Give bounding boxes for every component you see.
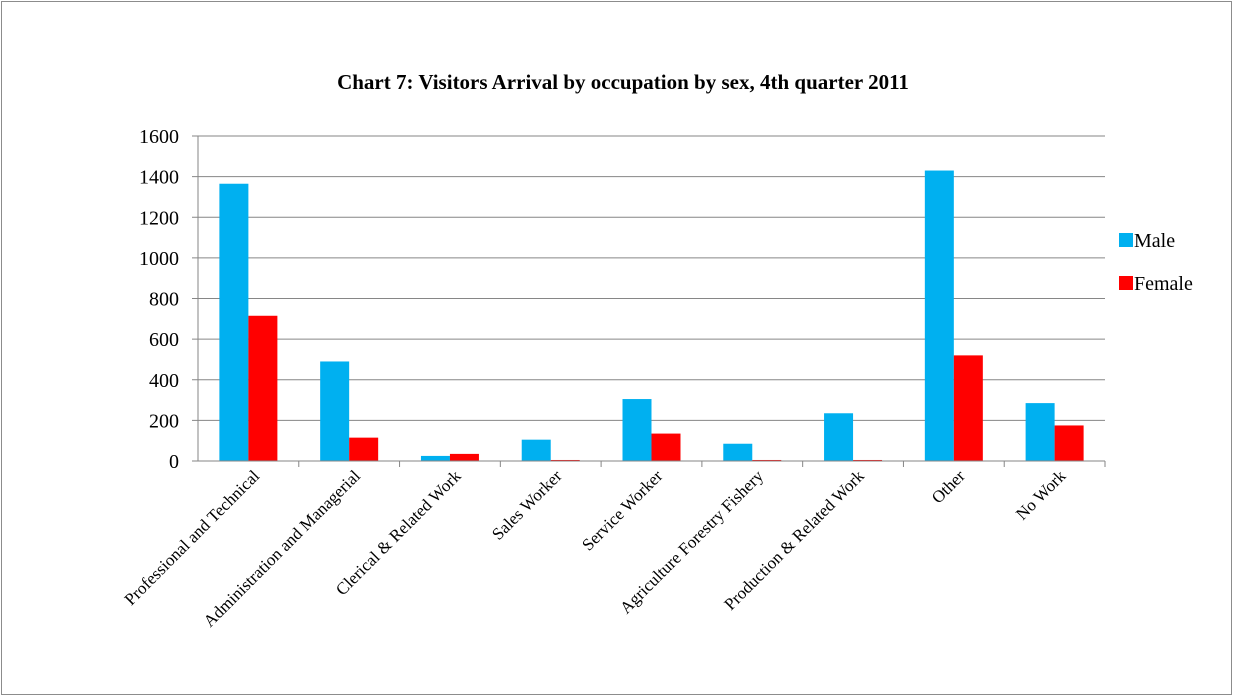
y-tick-label: 1000 — [139, 248, 179, 270]
y-tick-label: 600 — [149, 329, 179, 351]
bar-female-6 — [853, 459, 883, 461]
legend: Male Female — [1119, 230, 1193, 295]
legend-label-female: Female — [1134, 273, 1193, 295]
bar-male-0 — [219, 183, 249, 461]
bar-female-4 — [651, 433, 681, 461]
bar-female-5 — [752, 459, 782, 461]
y-tick-label: 200 — [149, 410, 179, 432]
bar-male-5 — [723, 443, 753, 461]
x-category-label: No Work — [1012, 466, 1070, 524]
bar-male-6 — [824, 413, 854, 461]
y-tick-label: 0 — [169, 451, 179, 473]
bar-female-7 — [953, 355, 983, 461]
y-tick-label: 1400 — [139, 167, 179, 189]
bar-female-3 — [550, 459, 580, 461]
legend-swatch-male — [1119, 233, 1133, 247]
bar-male-1 — [320, 361, 350, 461]
bar-male-2 — [420, 455, 450, 461]
y-tick-label: 800 — [149, 289, 179, 311]
bar-male-3 — [521, 439, 551, 461]
bar-female-2 — [449, 453, 479, 461]
bar-female-0 — [248, 315, 278, 461]
bar-male-4 — [622, 399, 652, 461]
chart-title: Chart 7: Visitors Arrival by occupation … — [337, 70, 909, 94]
bar-female-8 — [1054, 425, 1084, 461]
x-category-label: Sales Worker — [488, 466, 566, 544]
legend-swatch-female — [1119, 276, 1133, 290]
y-tick-label: 1200 — [139, 207, 179, 229]
bar-male-7 — [924, 170, 954, 461]
y-tick-label: 1600 — [139, 126, 179, 148]
bar-female-1 — [349, 437, 379, 461]
y-tick-label: 400 — [149, 370, 179, 392]
legend-label-male: Male — [1134, 230, 1175, 252]
bar-male-8 — [1025, 403, 1055, 461]
x-category-label: Other — [928, 466, 969, 507]
bars — [219, 170, 1084, 461]
x-category-label: Service Worker — [578, 466, 666, 554]
